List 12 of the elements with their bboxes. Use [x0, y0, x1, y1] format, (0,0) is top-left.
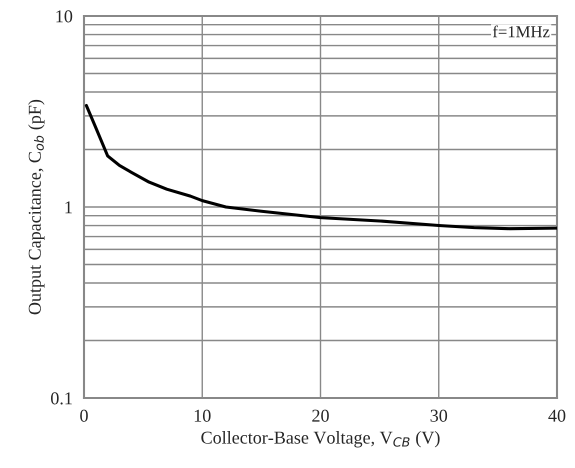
y-tick-label: 1: [65, 201, 72, 214]
line-series: [84, 104, 557, 230]
x-tick-label: 0: [80, 410, 88, 422]
x-tick-label: 20: [312, 410, 329, 422]
y-tick-label: 0.1: [51, 392, 72, 405]
x-axis-title: Collector-Base Voltage, V$_{CB}$ (V): [201, 431, 440, 448]
x-tick-label: 30: [430, 410, 448, 422]
y-tick-label: 10: [56, 10, 72, 22]
y-axis-title: Output Capacitance, C$_{ob}$ (pF): [28, 100, 45, 314]
x-tick-label: 10: [194, 410, 211, 422]
x-tick-label: 40: [548, 410, 566, 422]
annotation: f=1MHz: [492, 25, 550, 38]
